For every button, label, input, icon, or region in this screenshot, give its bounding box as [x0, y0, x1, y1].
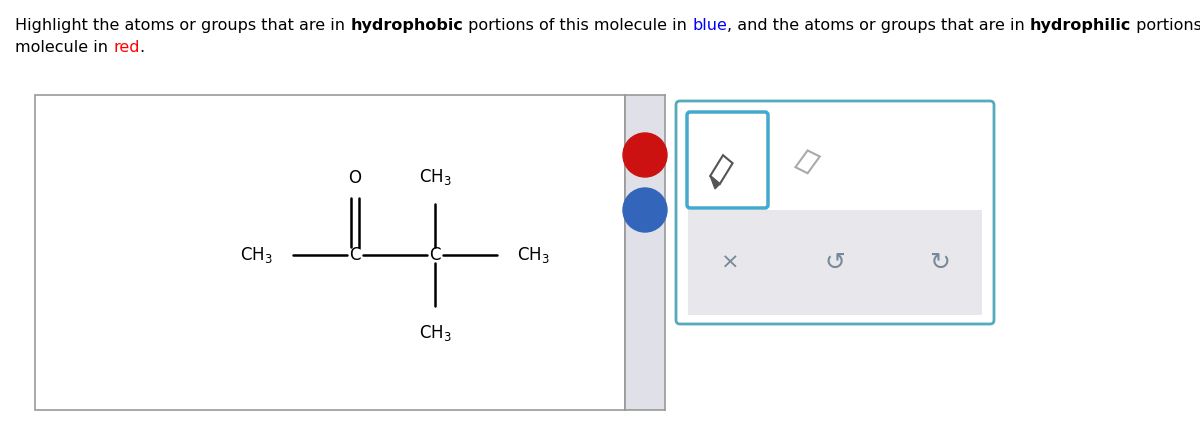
Text: C: C [349, 246, 361, 264]
Text: Highlight the atoms or groups that are in: Highlight the atoms or groups that are i… [14, 18, 350, 33]
Text: ×: × [721, 253, 739, 273]
Bar [35, 95, 625, 410]
Polygon shape [710, 176, 720, 189]
Text: CH$_3$: CH$_3$ [517, 245, 550, 265]
Text: C: C [430, 246, 440, 264]
Text: molecule in: molecule in [14, 40, 113, 55]
Polygon shape [710, 155, 732, 184]
Text: blue: blue [692, 18, 727, 33]
Text: red: red [113, 40, 139, 55]
Text: hydrophilic: hydrophilic [1030, 18, 1132, 33]
Circle shape [623, 133, 667, 177]
Text: .: . [139, 40, 145, 55]
Text: O: O [348, 169, 361, 187]
Text: CH$_3$: CH$_3$ [419, 323, 451, 343]
Text: ↺: ↺ [824, 251, 846, 275]
Text: portions of this: portions of this [1132, 18, 1200, 33]
Bar [625, 95, 665, 410]
Text: CH$_3$: CH$_3$ [240, 245, 274, 265]
Text: CH$_3$: CH$_3$ [419, 167, 451, 187]
Bar [688, 210, 982, 315]
Text: hydrophobic: hydrophobic [350, 18, 463, 33]
Text: portions of this molecule in: portions of this molecule in [463, 18, 692, 33]
Polygon shape [796, 150, 820, 173]
Circle shape [623, 188, 667, 232]
FancyBboxPatch shape [676, 101, 994, 324]
Text: ↻: ↻ [930, 251, 950, 275]
FancyBboxPatch shape [686, 112, 768, 208]
Text: , and the atoms or groups that are in: , and the atoms or groups that are in [727, 18, 1030, 33]
